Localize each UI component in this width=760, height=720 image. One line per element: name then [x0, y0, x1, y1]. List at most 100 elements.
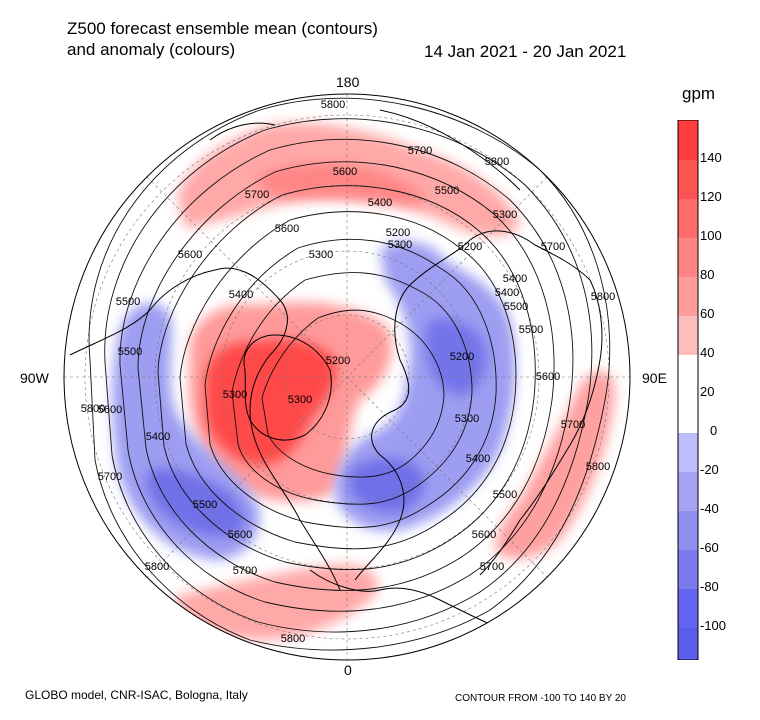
colorbar-swatch: [678, 433, 698, 472]
contour-label: 5800: [485, 156, 509, 168]
coast-greenland: [243, 334, 332, 441]
map-border: [63, 93, 631, 661]
colorbar-swatch: [678, 238, 698, 277]
colorbar-swatch: [678, 355, 698, 394]
colorbar-swatch: [678, 511, 698, 550]
colorbar-swatch: [678, 628, 698, 660]
colorbar-swatch: [678, 472, 698, 511]
contour-label: 5800: [591, 291, 615, 303]
contour-label: 5600: [228, 529, 252, 541]
colorbar-tick: 60: [700, 306, 715, 321]
contour-label: 5300: [455, 413, 479, 425]
contour-label: 5700: [98, 471, 122, 483]
contour-label: 5700: [408, 145, 432, 157]
colorbar-swatch: [678, 394, 698, 433]
contour-label: 5800: [321, 99, 345, 111]
contour-labels: 5800 5700 5600 5500 5400 5300 5200 5800 …: [81, 99, 615, 645]
title-line-2: and anomaly (colours): [67, 40, 236, 59]
coast-north-america: [69, 267, 341, 591]
meridians: [64, 94, 630, 660]
contour-label: 5500: [435, 185, 459, 197]
colorbar-tick: 40: [700, 345, 715, 360]
contour-label: 5700: [233, 565, 257, 577]
contour-label: 5500: [504, 301, 528, 313]
coast-alaska: [209, 109, 521, 191]
contour-label: 5800: [145, 561, 169, 573]
contour-label: 5400: [368, 197, 392, 209]
contour-label: 5500: [493, 489, 517, 501]
colorbar: [677, 120, 699, 660]
contour-label: 5700: [480, 561, 504, 573]
height-contours: [88, 97, 611, 651]
contour-label: 5200: [326, 355, 350, 367]
contour-label: 5700: [561, 419, 585, 431]
colorbar-border: [677, 120, 699, 660]
contour-label: 5300: [388, 239, 412, 251]
coast-east-asia: [479, 279, 603, 576]
lon-label-right: 90E: [642, 370, 667, 386]
contour-label: 5600: [275, 223, 299, 235]
contour-label: 5200: [458, 241, 482, 253]
colorbar-tick: -100: [700, 618, 727, 633]
anomaly-fill: [64, 94, 630, 660]
colorbar-tick: -60: [700, 540, 719, 555]
lon-label-left: 90W: [20, 370, 49, 386]
contour-label: 5300: [288, 394, 312, 406]
colorbar-swatch: [678, 589, 698, 628]
colorbar-swatch: [678, 160, 698, 199]
anomaly-positive-pacific-core: [259, 163, 423, 205]
colorbar-swatch: [678, 277, 698, 316]
lon-label-top: 180: [336, 74, 360, 90]
contour-label: 5800: [281, 633, 305, 645]
contour-label: 5800: [586, 461, 610, 473]
contour-label: 5400: [146, 431, 170, 443]
colorbar-tick: 140: [700, 150, 722, 165]
contour-label: 5200: [450, 351, 474, 363]
contour-label: 5500: [118, 346, 142, 358]
map-title: Z500 forecast ensemble mean (contours) a…: [67, 18, 378, 60]
colorbar-tick: -80: [700, 579, 719, 594]
contour-label: 5300: [493, 209, 517, 221]
contour-label: 5300: [223, 389, 247, 401]
colorbar-tick: 120: [700, 189, 722, 204]
colorbar-tick: 100: [700, 228, 722, 243]
anomaly-negative-namerica-core: [146, 468, 244, 537]
colorbar-tick: 80: [700, 267, 715, 282]
contour-label: 5400: [229, 289, 253, 301]
coast-eurasia: [354, 230, 591, 581]
contour-label: 5400: [466, 453, 490, 465]
colorbar-tick: 0: [710, 423, 718, 438]
anomaly-negative-eurasia: [335, 241, 516, 531]
anomaly-positive-atlantic: [170, 564, 378, 640]
contour-label: 5800: [81, 403, 105, 415]
title-line-1: Z500 forecast ensemble mean (contours): [67, 19, 378, 38]
forecast-period: 14 Jan 2021 - 20 Jan 2021: [424, 42, 627, 61]
colorbar-swatch: [678, 120, 698, 160]
lon-label-bottom: 0: [344, 662, 352, 678]
contour-label: 5500: [193, 499, 217, 511]
colorbar-tick: -40: [700, 501, 719, 516]
contour-label: 5600: [178, 249, 202, 261]
colorbar-tick: 20: [700, 384, 715, 399]
colorbar-swatch: [678, 199, 698, 238]
colorbar-swatch: [678, 550, 698, 589]
coastlines: [69, 109, 603, 641]
contour-label: 5700: [541, 241, 565, 253]
contour-label: 5400: [495, 287, 519, 299]
contour-label: 5200: [386, 227, 410, 239]
contour-label: 5500: [519, 324, 543, 336]
contour-label: 5600: [98, 404, 122, 416]
contour-label: 5400: [503, 273, 527, 285]
contour-label: 5300: [309, 249, 333, 261]
anomaly-negative-europe-core: [350, 458, 424, 513]
contour-info: CONTOUR FROM -100 TO 140 BY 20: [455, 693, 626, 704]
contour-label: 5600: [333, 166, 357, 178]
colorbar-tick: -20: [700, 462, 719, 477]
model-credit: GLOBO model, CNR-ISAC, Bologna, Italy: [25, 688, 248, 702]
colorbar-swatch: [678, 316, 698, 355]
contour-label: 5600: [536, 371, 560, 383]
contour-label: 5500: [116, 296, 140, 308]
contour-label: 5600: [472, 529, 496, 541]
colorbar-units: gpm: [682, 84, 716, 103]
